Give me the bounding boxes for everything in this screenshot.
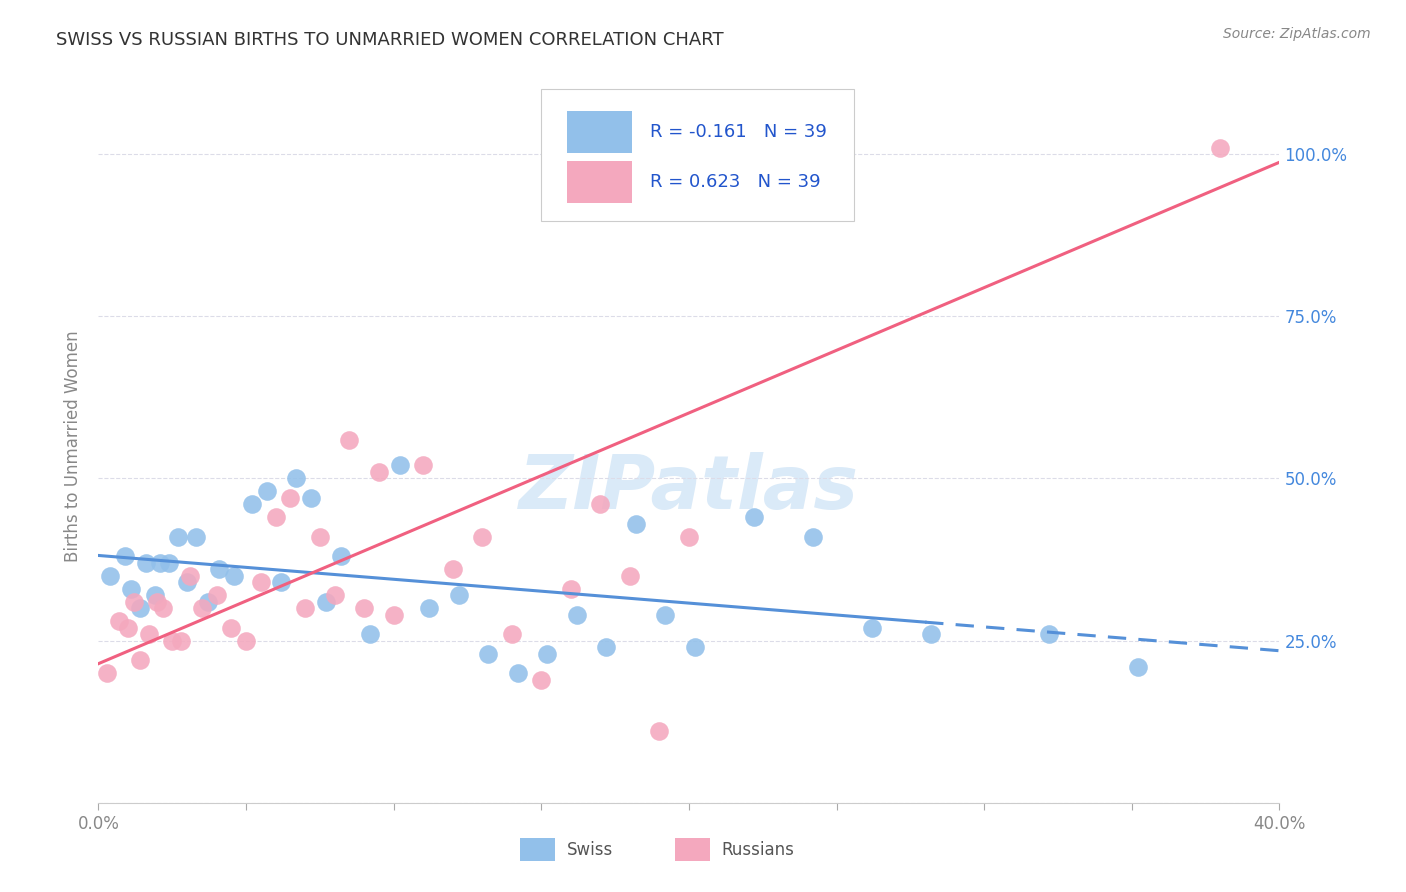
Point: [654, 607, 676, 622]
Point: [98, 568, 121, 582]
Point: [447, 588, 470, 602]
Point: [184, 530, 207, 544]
Point: [152, 601, 174, 615]
Point: [191, 601, 214, 615]
Text: Source: ZipAtlas.com: Source: ZipAtlas.com: [1223, 27, 1371, 41]
Point: [146, 595, 169, 609]
Text: SWISS VS RUSSIAN BIRTHS TO UNMARRIED WOMEN CORRELATION CHART: SWISS VS RUSSIAN BIRTHS TO UNMARRIED WOM…: [56, 31, 724, 49]
Point: [162, 633, 183, 648]
Point: [536, 647, 558, 661]
Point: [235, 633, 257, 648]
Point: [179, 568, 201, 582]
Point: [441, 562, 464, 576]
Point: [471, 530, 494, 544]
FancyBboxPatch shape: [567, 111, 633, 153]
Point: [589, 497, 612, 511]
Point: [683, 640, 706, 654]
Point: [388, 458, 411, 473]
Point: [176, 575, 198, 590]
Point: [359, 627, 381, 641]
Point: [530, 673, 553, 687]
Point: [920, 627, 942, 641]
Point: [506, 666, 529, 681]
Point: [135, 556, 157, 570]
FancyBboxPatch shape: [541, 89, 855, 221]
Point: [619, 568, 641, 582]
Point: [560, 582, 582, 596]
Point: [138, 627, 160, 641]
Point: [128, 653, 150, 667]
Point: [1209, 140, 1232, 154]
Point: [501, 627, 523, 641]
Point: [149, 556, 172, 570]
Point: [648, 724, 671, 739]
Text: Swiss: Swiss: [567, 840, 613, 859]
Point: [412, 458, 434, 473]
Point: [418, 601, 440, 615]
Point: [353, 601, 375, 615]
Point: [624, 516, 647, 531]
Point: [315, 595, 337, 609]
Text: R = 0.623   N = 39: R = 0.623 N = 39: [650, 173, 821, 191]
FancyBboxPatch shape: [567, 161, 633, 203]
Point: [167, 530, 190, 544]
Point: [170, 633, 193, 648]
Point: [114, 549, 136, 564]
Point: [205, 588, 228, 602]
Point: [128, 601, 150, 615]
Point: [595, 640, 617, 654]
Point: [157, 556, 180, 570]
Point: [368, 465, 391, 479]
Point: [221, 621, 243, 635]
Point: [294, 601, 316, 615]
Point: [742, 510, 765, 524]
Point: [117, 621, 139, 635]
Point: [737, 128, 759, 142]
Text: R = -0.161   N = 39: R = -0.161 N = 39: [650, 123, 827, 141]
Point: [197, 595, 219, 609]
Point: [240, 497, 263, 511]
Point: [224, 568, 246, 582]
Point: [250, 575, 273, 590]
Text: ZIPatlas: ZIPatlas: [519, 452, 859, 525]
Point: [801, 530, 824, 544]
Y-axis label: Births to Unmarried Women: Births to Unmarried Women: [65, 330, 83, 562]
Point: [766, 140, 789, 154]
Point: [323, 588, 346, 602]
Point: [860, 621, 883, 635]
Point: [143, 588, 166, 602]
Point: [329, 549, 352, 564]
Point: [339, 433, 361, 447]
Point: [678, 530, 700, 544]
Point: [96, 666, 118, 681]
Point: [477, 647, 499, 661]
Point: [285, 471, 308, 485]
Point: [309, 530, 332, 544]
Point: [299, 491, 322, 505]
Point: [108, 614, 131, 628]
Point: [122, 595, 145, 609]
Point: [1038, 627, 1060, 641]
Text: Russians: Russians: [721, 840, 794, 859]
Point: [256, 484, 278, 499]
Point: [382, 607, 405, 622]
Point: [280, 491, 302, 505]
Point: [270, 575, 292, 590]
Point: [264, 510, 287, 524]
Point: [208, 562, 231, 576]
Point: [707, 128, 730, 142]
Point: [565, 607, 588, 622]
Point: [120, 582, 142, 596]
Point: [1126, 659, 1149, 673]
